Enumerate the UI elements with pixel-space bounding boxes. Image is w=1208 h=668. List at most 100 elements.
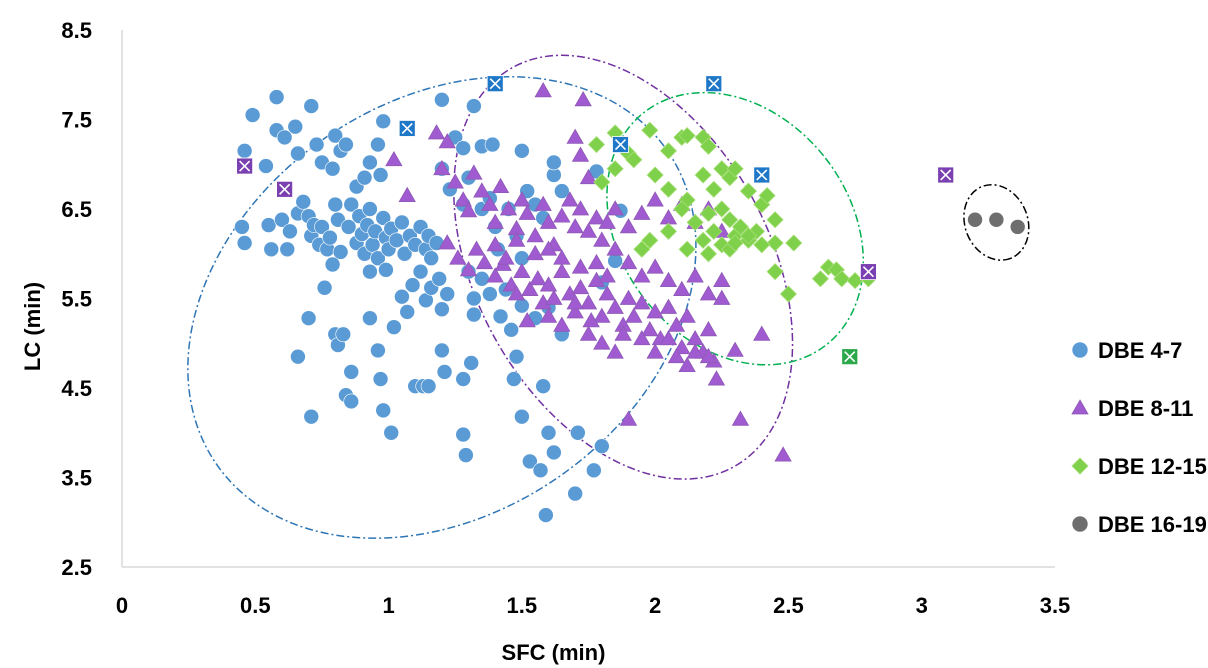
data-point bbox=[282, 223, 298, 240]
legend-item: DBE 8-11 bbox=[1071, 396, 1193, 421]
data-point bbox=[566, 303, 584, 319]
data-point bbox=[726, 234, 744, 252]
data-point bbox=[753, 236, 771, 254]
data-point bbox=[713, 289, 731, 305]
data-point bbox=[375, 210, 392, 226]
data-point bbox=[574, 91, 592, 107]
x-tick-label: 0.5 bbox=[240, 593, 271, 618]
data-point bbox=[497, 249, 515, 265]
data-point bbox=[486, 235, 504, 252]
series-dbe-16-19 bbox=[967, 211, 1026, 235]
plot-area bbox=[121, 30, 1055, 568]
data-point bbox=[659, 222, 678, 240]
data-point bbox=[713, 271, 731, 288]
data-point bbox=[362, 310, 378, 326]
data-point bbox=[362, 201, 378, 217]
data-point bbox=[463, 355, 480, 371]
data-point bbox=[534, 82, 552, 98]
data-point bbox=[598, 285, 616, 301]
highlighted-point bbox=[841, 348, 859, 366]
data-point bbox=[659, 180, 678, 198]
data-point bbox=[455, 140, 472, 156]
data-point bbox=[388, 232, 405, 249]
data-point bbox=[553, 262, 571, 279]
data-point bbox=[678, 356, 696, 373]
legend-label: DBE 8-11 bbox=[1098, 396, 1193, 421]
data-point bbox=[587, 209, 606, 225]
data-point bbox=[659, 329, 678, 346]
data-point bbox=[641, 121, 659, 139]
highlighted-points bbox=[236, 75, 955, 366]
data-point bbox=[481, 195, 499, 211]
data-point bbox=[667, 316, 686, 332]
y-tick-label: 4.5 bbox=[61, 376, 92, 401]
data-point bbox=[633, 204, 651, 220]
data-point bbox=[484, 136, 501, 153]
data-point bbox=[433, 159, 451, 176]
x-tick-label: 2.5 bbox=[773, 593, 804, 618]
data-point bbox=[454, 191, 472, 207]
data-point bbox=[539, 213, 558, 229]
x-tick-label: 2 bbox=[649, 593, 661, 618]
data-point bbox=[507, 231, 526, 247]
data-point bbox=[324, 256, 341, 273]
data-point bbox=[587, 135, 606, 154]
x-tick-label: 3.5 bbox=[1040, 593, 1071, 618]
data-point bbox=[678, 307, 696, 323]
data-point bbox=[475, 253, 494, 270]
data-point bbox=[673, 280, 691, 296]
data-point bbox=[375, 113, 392, 130]
data-point bbox=[833, 270, 851, 288]
data-point bbox=[566, 128, 584, 144]
data-point bbox=[436, 364, 453, 380]
data-point bbox=[686, 267, 704, 283]
data-point bbox=[625, 151, 643, 169]
data-point bbox=[774, 446, 792, 462]
data-point bbox=[633, 294, 651, 310]
data-point bbox=[571, 258, 590, 274]
data-point bbox=[332, 244, 349, 260]
data-point bbox=[343, 393, 360, 410]
data-point bbox=[606, 298, 624, 314]
data-point bbox=[633, 329, 651, 346]
data-point bbox=[423, 250, 440, 267]
data-point bbox=[290, 348, 306, 365]
data-point bbox=[619, 410, 638, 426]
data-point bbox=[553, 316, 571, 332]
data-point bbox=[507, 285, 526, 301]
data-point bbox=[466, 306, 482, 323]
data-point bbox=[434, 301, 450, 318]
data-point bbox=[593, 173, 611, 191]
data-point bbox=[529, 270, 547, 286]
data-point bbox=[579, 325, 598, 341]
highlighted-point bbox=[276, 180, 294, 198]
data-point bbox=[343, 196, 360, 213]
x-tick-label: 0 bbox=[116, 593, 128, 618]
data-point bbox=[244, 107, 261, 123]
data-point bbox=[458, 447, 474, 463]
data-point bbox=[606, 240, 624, 256]
data-point bbox=[686, 329, 704, 346]
data-point bbox=[370, 250, 386, 267]
x-axis-title: SFC (min) bbox=[502, 640, 606, 665]
data-point bbox=[606, 343, 624, 359]
data-point bbox=[258, 158, 274, 174]
y-tick-label: 7.5 bbox=[61, 108, 92, 133]
data-point bbox=[766, 263, 784, 281]
data-point bbox=[619, 218, 638, 234]
data-point bbox=[694, 166, 712, 184]
data-point bbox=[705, 222, 723, 240]
data-point bbox=[713, 200, 731, 218]
data-point bbox=[279, 241, 296, 258]
data-point bbox=[327, 127, 344, 144]
data-point bbox=[598, 267, 616, 283]
legend-item: DBE 12-15 bbox=[1071, 454, 1207, 479]
data-point bbox=[659, 142, 678, 160]
data-point bbox=[420, 378, 437, 395]
data-point bbox=[385, 150, 403, 167]
data-point bbox=[474, 271, 490, 287]
data-point bbox=[492, 308, 509, 325]
series-dbe-12-15 bbox=[587, 121, 877, 303]
legend: DBE 4-7 DBE 8-11 DBE 12-15 DBE 16-19 bbox=[1071, 338, 1207, 537]
y-axis-ticks: 2.5 3.5 4.5 5.5 6.5 7.5 8.5 bbox=[61, 18, 92, 580]
